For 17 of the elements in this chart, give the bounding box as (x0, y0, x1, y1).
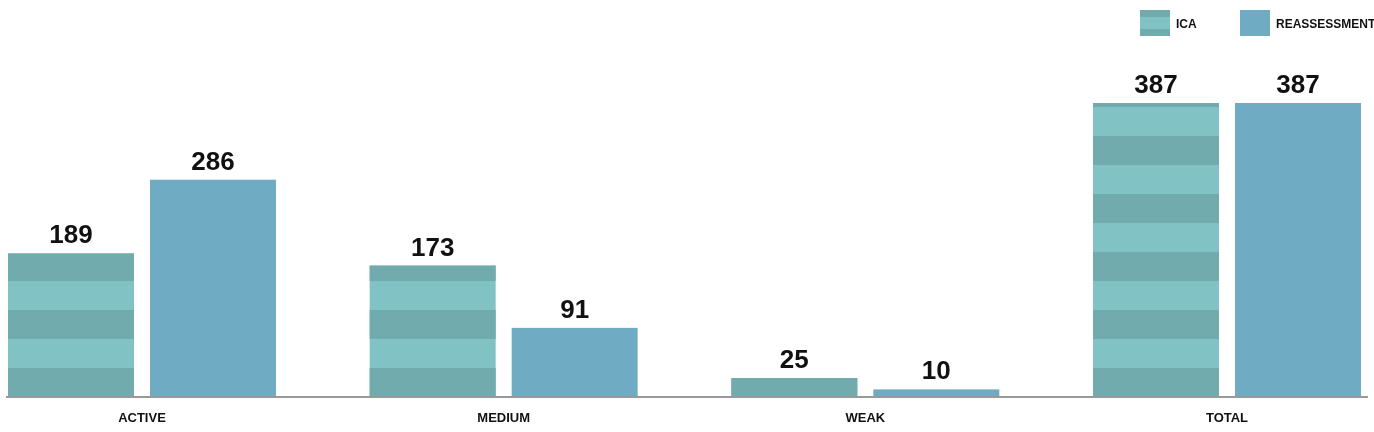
data-label: 173 (410, 231, 455, 262)
x-tick-label: MEDIUM (477, 410, 531, 425)
data-label: 91 (560, 293, 590, 324)
data-label: 387 (1134, 69, 1178, 99)
x-tick-label: WEAK (845, 410, 886, 425)
legend-label: ICA (1176, 17, 1197, 31)
bar (1235, 103, 1361, 397)
bar (150, 179, 276, 397)
data-label: 25 (779, 344, 809, 375)
x-tick-label: TOTAL (1205, 410, 1249, 425)
data-label: 189 (49, 219, 93, 250)
data-label: 286 (191, 145, 235, 176)
bar (511, 327, 638, 397)
data-label: 10 (921, 355, 951, 386)
data-label: 387 (1276, 69, 1320, 99)
x-tick-label: ACTIVE (118, 410, 167, 425)
bar (873, 389, 1000, 397)
